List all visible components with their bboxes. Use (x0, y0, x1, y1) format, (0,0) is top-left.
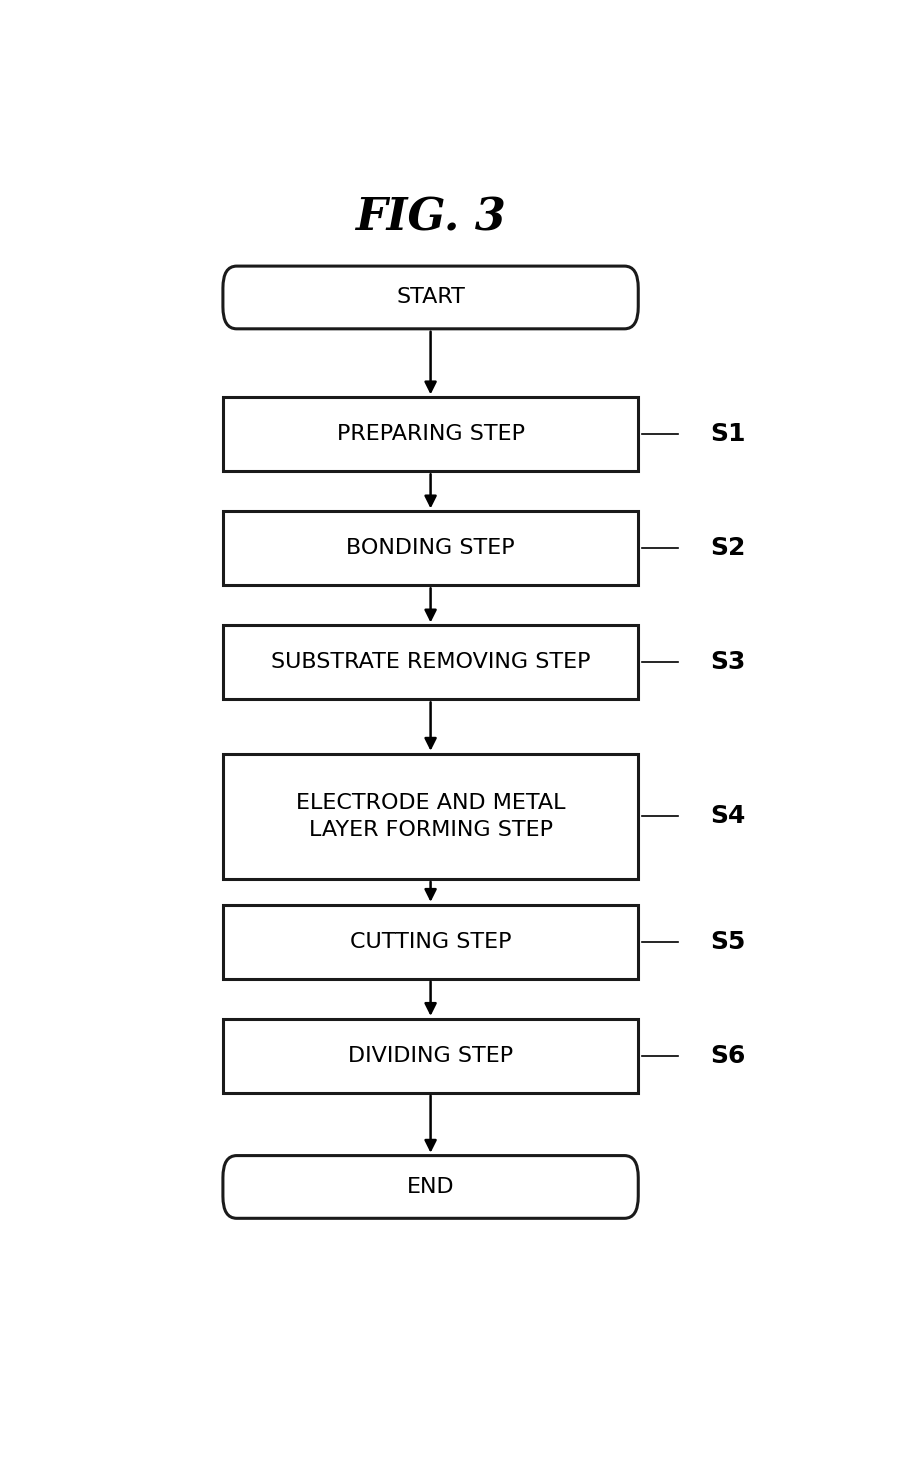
Bar (223, 511, 638, 585)
Bar (223, 1019, 638, 1093)
Text: ELECTRODE AND METAL
LAYER FORMING STEP: ELECTRODE AND METAL LAYER FORMING STEP (296, 794, 565, 840)
Text: DIVIDING STEP: DIVIDING STEP (348, 1046, 513, 1066)
Text: SUBSTRATE REMOVING STEP: SUBSTRATE REMOVING STEP (271, 652, 590, 672)
FancyBboxPatch shape (223, 267, 638, 329)
Text: FIG. 3: FIG. 3 (355, 195, 506, 238)
Text: START: START (396, 287, 465, 308)
FancyBboxPatch shape (223, 1155, 638, 1219)
Text: S4: S4 (710, 804, 746, 828)
Text: PREPARING STEP: PREPARING STEP (336, 424, 525, 444)
Bar (223, 754, 638, 880)
Text: S5: S5 (710, 930, 746, 954)
Bar (223, 397, 638, 471)
Text: S1: S1 (710, 422, 746, 446)
Bar (223, 625, 638, 699)
Text: S3: S3 (710, 650, 746, 674)
Text: S2: S2 (710, 536, 746, 560)
Text: S6: S6 (710, 1044, 746, 1068)
Text: CUTTING STEP: CUTTING STEP (350, 932, 511, 952)
Text: END: END (407, 1177, 455, 1197)
Text: BONDING STEP: BONDING STEP (346, 538, 515, 558)
Bar (223, 905, 638, 979)
